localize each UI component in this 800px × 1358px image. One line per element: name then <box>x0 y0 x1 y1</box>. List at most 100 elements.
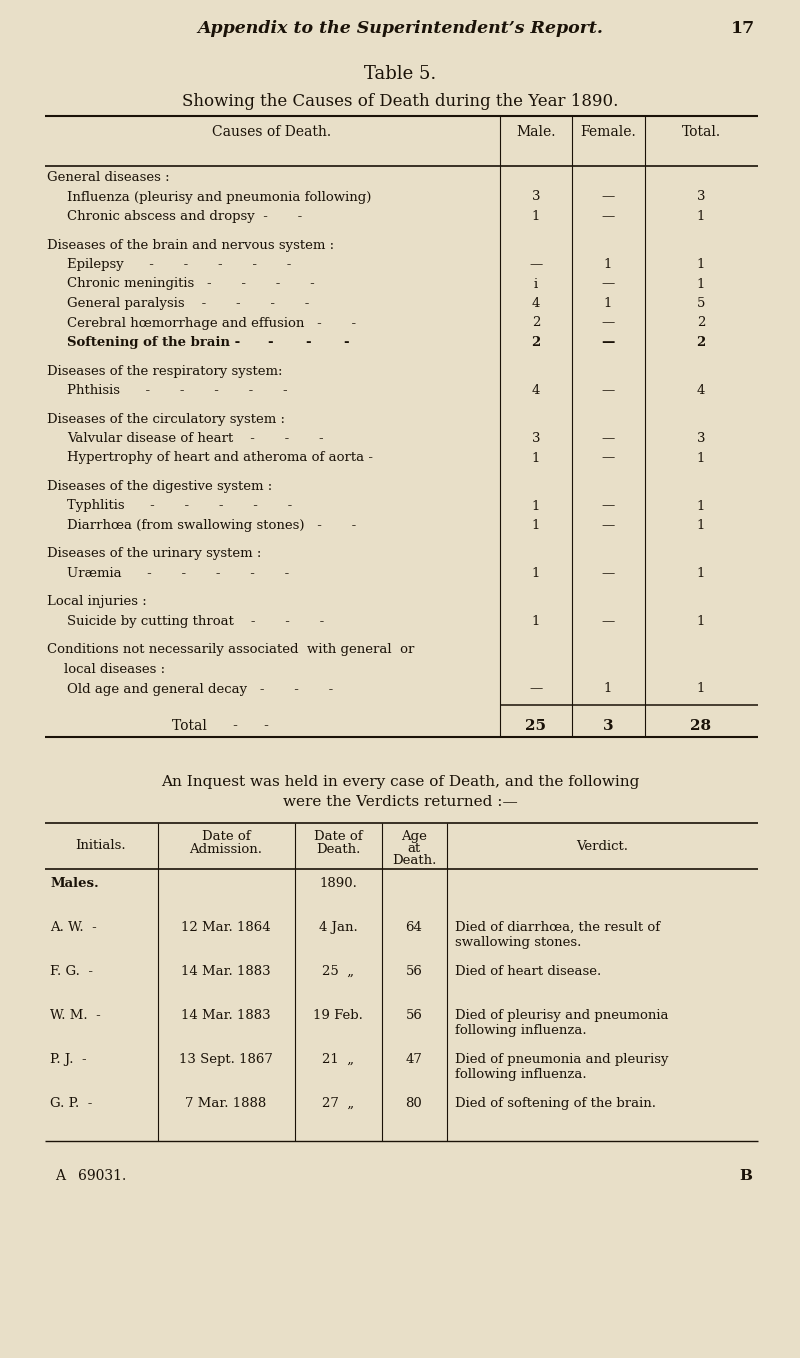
Text: Local injuries :: Local injuries : <box>47 596 146 608</box>
Text: 3: 3 <box>697 190 706 204</box>
Text: swallowing stones.: swallowing stones. <box>455 936 582 949</box>
Text: Hypertrophy of heart and atheroma of aorta -: Hypertrophy of heart and atheroma of aor… <box>67 451 373 464</box>
Text: 13 Sept. 1867: 13 Sept. 1867 <box>179 1052 273 1066</box>
Text: —: — <box>530 258 542 272</box>
Text: 1: 1 <box>697 210 705 223</box>
Text: Diseases of the circulatory system :: Diseases of the circulatory system : <box>47 413 285 425</box>
Text: Verdict.: Verdict. <box>576 841 628 853</box>
Text: Total      -      -: Total - - <box>171 718 269 733</box>
Text: F. G.  -: F. G. - <box>50 966 93 978</box>
Text: following influenza.: following influenza. <box>455 1067 586 1081</box>
Text: Males.: Males. <box>50 877 98 889</box>
Text: B: B <box>739 1169 752 1183</box>
Text: —: — <box>602 615 614 627</box>
Text: Typhlitis      -       -       -       -       -: Typhlitis - - - - - <box>67 500 292 512</box>
Text: Diarrhœa (from swallowing stones)   -       -: Diarrhœa (from swallowing stones) - - <box>67 519 356 532</box>
Text: Conditions not necessarily associated  with general  or: Conditions not necessarily associated wi… <box>47 644 414 656</box>
Text: Died of pneumonia and pleurisy: Died of pneumonia and pleurisy <box>455 1052 669 1066</box>
Text: G. P.  -: G. P. - <box>50 1097 92 1109</box>
Text: Diseases of the urinary system :: Diseases of the urinary system : <box>47 547 262 561</box>
Text: Valvular disease of heart    -       -       -: Valvular disease of heart - - - <box>67 432 324 445</box>
Text: 80: 80 <box>406 1097 422 1109</box>
Text: A   69031.: A 69031. <box>55 1169 126 1183</box>
Text: 14 Mar. 1883: 14 Mar. 1883 <box>181 966 271 978</box>
Text: —: — <box>602 210 614 223</box>
Text: Age: Age <box>401 830 427 843</box>
Text: 3: 3 <box>532 432 540 445</box>
Text: P. J.  -: P. J. - <box>50 1052 86 1066</box>
Text: 1: 1 <box>697 615 705 627</box>
Text: 1: 1 <box>697 500 705 512</box>
Text: Showing the Causes of Death during the Year 1890.: Showing the Causes of Death during the Y… <box>182 92 618 110</box>
Text: 21  „: 21 „ <box>322 1052 354 1066</box>
Text: Diseases of the digestive system :: Diseases of the digestive system : <box>47 479 272 493</box>
Text: 64: 64 <box>406 921 422 934</box>
Text: 1: 1 <box>604 683 612 695</box>
Text: 1: 1 <box>532 568 540 580</box>
Text: 4: 4 <box>697 384 705 397</box>
Text: Died of diarrhœa, the result of: Died of diarrhœa, the result of <box>455 921 660 934</box>
Text: 5: 5 <box>697 297 705 310</box>
Text: Softening of the brain -      -       -       -: Softening of the brain - - - - <box>67 335 350 349</box>
Text: 1: 1 <box>532 210 540 223</box>
Text: i: i <box>534 277 538 291</box>
Text: 1: 1 <box>697 258 705 272</box>
Text: General diseases :: General diseases : <box>47 171 170 183</box>
Text: 27  „: 27 „ <box>322 1097 354 1109</box>
Text: —: — <box>602 190 614 204</box>
Text: were the Verdicts returned :—: were the Verdicts returned :— <box>282 794 518 809</box>
Text: Chronic abscess and dropsy  -       -: Chronic abscess and dropsy - - <box>67 210 302 223</box>
Text: —: — <box>602 432 614 445</box>
Text: Diseases of the respiratory system:: Diseases of the respiratory system: <box>47 364 282 378</box>
Text: 1: 1 <box>532 500 540 512</box>
Text: Uræmia      -       -       -       -       -: Uræmia - - - - - <box>67 568 290 580</box>
Text: Male.: Male. <box>516 125 556 139</box>
Text: 17: 17 <box>730 20 755 37</box>
Text: Initials.: Initials. <box>76 839 126 851</box>
Text: 56: 56 <box>406 966 422 978</box>
Text: 56: 56 <box>406 1009 422 1023</box>
Text: An Inquest was held in every case of Death, and the following: An Inquest was held in every case of Dea… <box>161 775 639 789</box>
Text: 25  „: 25 „ <box>322 966 354 978</box>
Text: —: — <box>602 316 614 330</box>
Text: 3: 3 <box>697 432 706 445</box>
Text: Died of softening of the brain.: Died of softening of the brain. <box>455 1097 656 1109</box>
Text: —: — <box>602 451 614 464</box>
Text: —: — <box>602 568 614 580</box>
Text: Died of pleurisy and pneumonia: Died of pleurisy and pneumonia <box>455 1009 669 1023</box>
Text: Old age and general decay   -       -       -: Old age and general decay - - - <box>67 683 334 695</box>
Text: 1: 1 <box>697 451 705 464</box>
Text: —: — <box>602 384 614 397</box>
Text: Epilepsy      -       -       -       -       -: Epilepsy - - - - - <box>67 258 291 272</box>
Text: following influenza.: following influenza. <box>455 1024 586 1038</box>
Text: Phthisis      -       -       -       -       -: Phthisis - - - - - <box>67 384 288 397</box>
Text: 14 Mar. 1883: 14 Mar. 1883 <box>181 1009 271 1023</box>
Text: 1: 1 <box>697 519 705 532</box>
Text: —: — <box>602 519 614 532</box>
Text: —: — <box>530 683 542 695</box>
Text: 1: 1 <box>532 615 540 627</box>
Text: 12 Mar. 1864: 12 Mar. 1864 <box>181 921 271 934</box>
Text: 1: 1 <box>697 568 705 580</box>
Text: Female.: Female. <box>580 125 636 139</box>
Text: General paralysis    -       -       -       -: General paralysis - - - - <box>67 297 310 310</box>
Text: 1: 1 <box>604 297 612 310</box>
Text: 25: 25 <box>526 718 546 733</box>
Text: Diseases of the brain and nervous system :: Diseases of the brain and nervous system… <box>47 239 334 251</box>
Text: Death.: Death. <box>316 843 360 856</box>
Text: 4 Jan.: 4 Jan. <box>318 921 358 934</box>
Text: 1: 1 <box>532 451 540 464</box>
Text: Total.: Total. <box>682 125 721 139</box>
Text: Date of: Date of <box>202 830 250 843</box>
Text: 1: 1 <box>604 258 612 272</box>
Text: —: — <box>602 335 614 349</box>
Text: 3: 3 <box>602 718 614 733</box>
Text: W. M.  -: W. M. - <box>50 1009 101 1023</box>
Text: Died of heart disease.: Died of heart disease. <box>455 966 602 978</box>
Text: at: at <box>407 842 421 856</box>
Text: 1: 1 <box>697 683 705 695</box>
Text: —: — <box>602 500 614 512</box>
Text: 4: 4 <box>532 297 540 310</box>
Text: 4: 4 <box>532 384 540 397</box>
Text: 3: 3 <box>532 190 540 204</box>
